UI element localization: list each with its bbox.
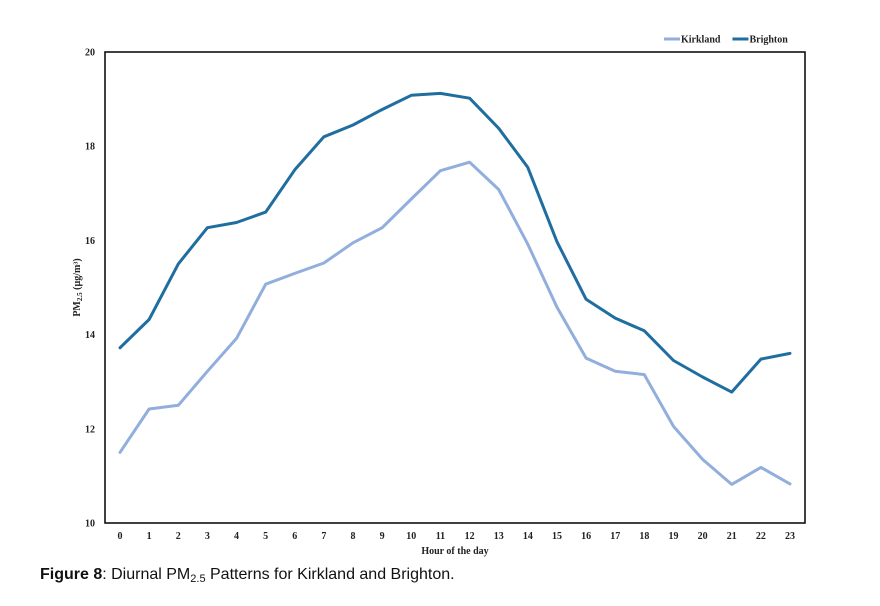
x-tick-label: 16 bbox=[581, 531, 591, 542]
x-tick-label: 11 bbox=[436, 531, 445, 542]
figure-caption: Figure 8: Diurnal PM2.5 Patterns for Kir… bbox=[40, 566, 455, 585]
x-tick-label: 4 bbox=[234, 531, 239, 542]
x-tick-label: 17 bbox=[610, 531, 620, 542]
y-tick-label: 16 bbox=[85, 236, 95, 247]
x-tick-label: 8 bbox=[351, 531, 356, 542]
x-tick-label: 2 bbox=[176, 531, 181, 542]
x-tick-label: 10 bbox=[406, 531, 416, 542]
y-axis-ticks: 10 12 14 16 18 20 bbox=[85, 48, 95, 530]
legend-label-kirkland: Kirkland bbox=[681, 35, 721, 46]
y-axis-title-subscript: 2.5 bbox=[76, 292, 84, 301]
caption-label: Figure 8 bbox=[40, 566, 103, 583]
x-tick-label: 9 bbox=[380, 531, 385, 542]
x-tick-label: 13 bbox=[494, 531, 504, 542]
caption-subscript: 2.5 bbox=[190, 573, 206, 585]
x-tick-label: 0 bbox=[118, 531, 123, 542]
x-tick-label: 5 bbox=[263, 531, 268, 542]
y-tick-label: 12 bbox=[85, 424, 95, 435]
y-axis-title: PM2.5 (µg/m³) bbox=[72, 258, 84, 316]
caption-text-after: Patterns for Kirkland and Brighton. bbox=[205, 566, 455, 583]
x-tick-label: 7 bbox=[321, 531, 326, 542]
y-tick-label: 14 bbox=[85, 330, 95, 341]
caption-separator: : bbox=[102, 566, 112, 583]
legend-label-brighton: Brighton bbox=[749, 35, 788, 46]
x-tick-label: 15 bbox=[552, 531, 562, 542]
y-tick-label: 10 bbox=[85, 519, 95, 530]
y-axis-title-prefix: PM bbox=[72, 301, 83, 317]
x-axis-ticks: 0 1 2 3 4 5 6 7 8 9 10 11 12 13 14 15 16 17 18 19 20 21 22 23 bbox=[118, 531, 796, 542]
x-tick-label: 1 bbox=[147, 531, 152, 542]
caption-text-before: Diurnal PM bbox=[111, 566, 191, 583]
chart-legend: Kirkland Brighton bbox=[664, 35, 788, 46]
x-tick-label: 6 bbox=[292, 531, 297, 542]
x-tick-label: 19 bbox=[668, 531, 678, 542]
series-line-brighton bbox=[118, 91, 792, 394]
x-tick-label: 20 bbox=[698, 531, 708, 542]
plot-area-frame bbox=[104, 51, 806, 524]
x-tick-label: 18 bbox=[639, 531, 649, 542]
x-tick-label: 22 bbox=[756, 531, 766, 542]
series-lines bbox=[118, 91, 792, 486]
x-tick-label: 14 bbox=[523, 531, 533, 542]
x-tick-label: 23 bbox=[785, 531, 795, 542]
y-tick-label: 20 bbox=[85, 48, 95, 59]
series-line-kirkland bbox=[118, 160, 792, 486]
x-tick-label: 21 bbox=[727, 531, 737, 542]
x-tick-label: 3 bbox=[205, 531, 210, 542]
x-tick-label: 12 bbox=[465, 531, 475, 542]
y-axis-title-unit: (µg/m³) bbox=[72, 258, 83, 292]
y-tick-label: 18 bbox=[85, 142, 95, 153]
x-axis-title: Hour of the day bbox=[421, 546, 488, 557]
